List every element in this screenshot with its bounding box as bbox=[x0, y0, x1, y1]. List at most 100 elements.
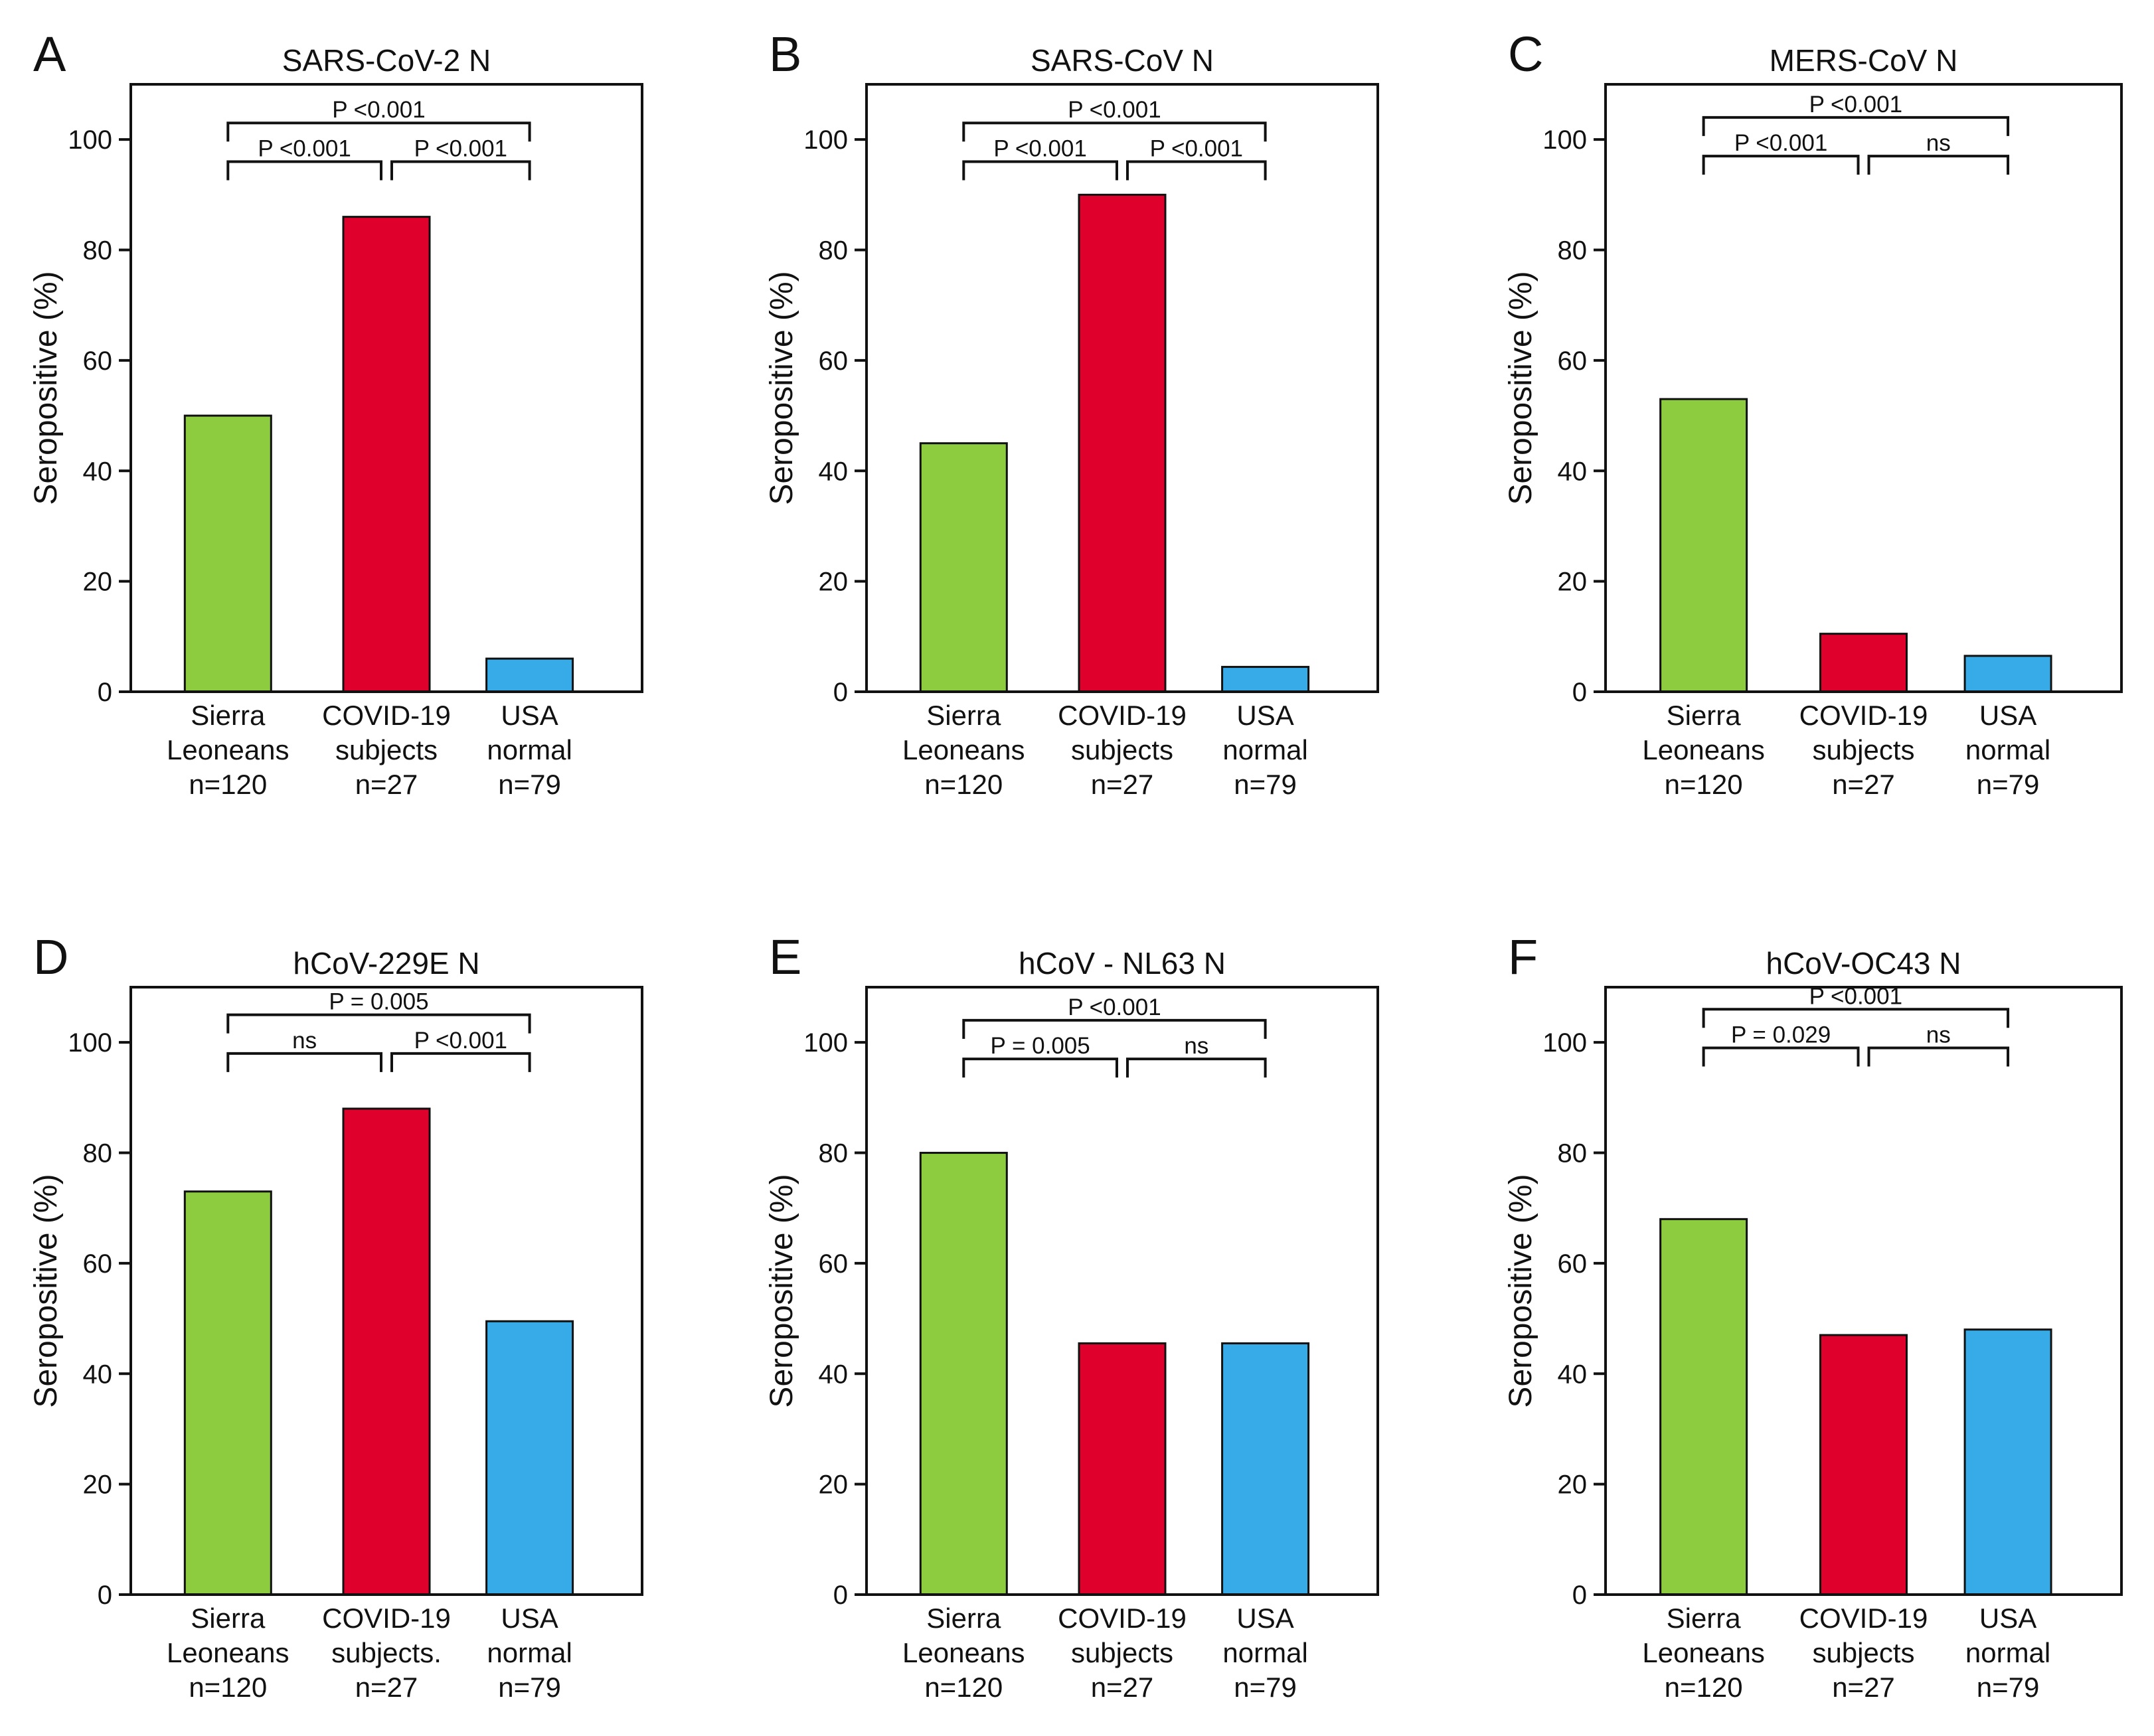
bar-2 bbox=[1221, 1342, 1310, 1596]
category-label: n=79 bbox=[1234, 1672, 1297, 1703]
category-label: COVID-19 bbox=[1058, 700, 1187, 731]
significance-label: P <0.001 bbox=[414, 1028, 507, 1054]
significance-label: P = 0.029 bbox=[1731, 1022, 1831, 1048]
y-tick-label: 80 bbox=[1558, 236, 1588, 266]
y-tick-label: 40 bbox=[83, 457, 113, 486]
significance-label: ns bbox=[292, 1028, 317, 1054]
y-tick-label: 40 bbox=[819, 457, 849, 486]
significance-label: P <0.001 bbox=[993, 135, 1086, 161]
bar-1 bbox=[1078, 1342, 1167, 1596]
significance-bracket bbox=[962, 160, 1118, 181]
category-label: n=120 bbox=[189, 1672, 267, 1703]
y-axis-label: Seropositive (%) bbox=[764, 1174, 799, 1407]
category-label: Leoneans bbox=[902, 734, 1025, 765]
significance-bracket bbox=[226, 1052, 382, 1072]
significance-label: P <0.001 bbox=[1068, 97, 1161, 123]
y-axis-label: Seropositive (%) bbox=[29, 271, 64, 505]
category-label: Leoneans bbox=[1642, 1637, 1765, 1668]
category-label: n=79 bbox=[498, 1672, 561, 1703]
plot-frame bbox=[865, 83, 1379, 693]
category-label: n=120 bbox=[1665, 1672, 1743, 1703]
bar-0 bbox=[919, 1152, 1008, 1596]
category-label: COVID-19 bbox=[322, 700, 451, 731]
category-label: n=27 bbox=[355, 1672, 418, 1703]
y-tick-label: 100 bbox=[68, 125, 112, 155]
chart-title: hCoV-OC43 N bbox=[1766, 946, 1961, 981]
bar-2 bbox=[1221, 666, 1310, 693]
plot-frame bbox=[129, 986, 643, 1596]
category-label: USA bbox=[1979, 700, 2036, 731]
y-tick-label: 20 bbox=[819, 568, 849, 597]
y-axis-label: Seropositive (%) bbox=[764, 271, 799, 505]
category-label: Leoneans bbox=[902, 1637, 1025, 1668]
category-label: Sierra bbox=[1667, 700, 1742, 731]
category-label: subjects bbox=[1812, 1637, 1914, 1668]
bar-2 bbox=[1963, 655, 2052, 693]
category-label: USA bbox=[1236, 1603, 1293, 1634]
significance-label: P <0.001 bbox=[1150, 135, 1243, 161]
category-label: n=120 bbox=[189, 769, 267, 800]
bar-0 bbox=[1659, 1218, 1748, 1596]
bar-0 bbox=[183, 1190, 272, 1596]
significance-bracket bbox=[226, 121, 531, 142]
significance-label: ns bbox=[1926, 1022, 1951, 1048]
bar-0 bbox=[183, 414, 272, 693]
y-tick-label: 60 bbox=[819, 1249, 849, 1279]
y-tick-label: 100 bbox=[1542, 1028, 1587, 1058]
y-tick-label: 40 bbox=[83, 1360, 113, 1389]
y-tick-label: 100 bbox=[803, 1028, 848, 1058]
significance-bracket bbox=[390, 1052, 531, 1072]
y-tick-label: 20 bbox=[1558, 1470, 1588, 1500]
y-tick-label: 80 bbox=[83, 236, 113, 266]
y-tick-label: 60 bbox=[83, 347, 113, 376]
chart-title: SARS-CoV-2 N bbox=[282, 43, 491, 78]
category-label: subjects bbox=[1071, 1637, 1173, 1668]
significance-bracket bbox=[226, 160, 382, 181]
y-tick-label: 20 bbox=[83, 568, 113, 597]
bar-2 bbox=[485, 1320, 574, 1596]
category-label: n=27 bbox=[1091, 769, 1154, 800]
significance-bracket bbox=[226, 1013, 531, 1034]
bar-0 bbox=[1659, 398, 1748, 693]
category-label: n=79 bbox=[1977, 769, 2040, 800]
y-tick-label: 40 bbox=[1558, 457, 1588, 486]
category-label: USA bbox=[1236, 700, 1293, 731]
y-tick-label: 80 bbox=[819, 1139, 849, 1168]
category-label: USA bbox=[501, 1603, 558, 1634]
significance-bracket bbox=[962, 1018, 1267, 1039]
significance-bracket bbox=[390, 160, 531, 181]
y-axis-label: Seropositive (%) bbox=[1503, 271, 1538, 505]
y-tick-label: 0 bbox=[98, 678, 112, 707]
category-label: n=27 bbox=[1091, 1672, 1154, 1703]
significance-label: ns bbox=[1926, 130, 1951, 156]
significance-label: P <0.001 bbox=[414, 135, 507, 161]
category-label: Leoneans bbox=[167, 734, 290, 765]
significance-label: P = 0.005 bbox=[329, 989, 428, 1015]
category-label: n=120 bbox=[924, 1672, 1003, 1703]
category-label: n=27 bbox=[355, 769, 418, 800]
category-label: n=79 bbox=[1977, 1672, 2040, 1703]
y-tick-label: 60 bbox=[819, 347, 849, 376]
bar-1 bbox=[342, 216, 431, 693]
category-label: USA bbox=[501, 700, 558, 731]
category-label: Leoneans bbox=[1642, 734, 1765, 765]
chart-title: SARS-CoV N bbox=[1031, 43, 1214, 78]
bar-0 bbox=[919, 442, 1008, 693]
bar-1 bbox=[1819, 633, 1908, 693]
category-label: Sierra bbox=[191, 1603, 266, 1634]
y-tick-label: 0 bbox=[1572, 1581, 1587, 1610]
y-tick-label: 0 bbox=[833, 678, 848, 707]
plot-frame bbox=[129, 83, 643, 693]
category-label: n=120 bbox=[924, 769, 1003, 800]
significance-label: ns bbox=[1184, 1033, 1208, 1059]
category-label: normal bbox=[487, 1637, 572, 1668]
chart-panel-b: B SARS-CoV N 0 20 40 60 80 100 Seropositive (%) S… bbox=[764, 27, 1379, 800]
category-label: n=79 bbox=[498, 769, 561, 800]
bar-1 bbox=[342, 1107, 431, 1596]
category-label: normal bbox=[1222, 1637, 1307, 1668]
bar-2 bbox=[1963, 1328, 2052, 1596]
significance-label: P <0.001 bbox=[1068, 994, 1161, 1020]
significance-bracket bbox=[1702, 1008, 2010, 1028]
